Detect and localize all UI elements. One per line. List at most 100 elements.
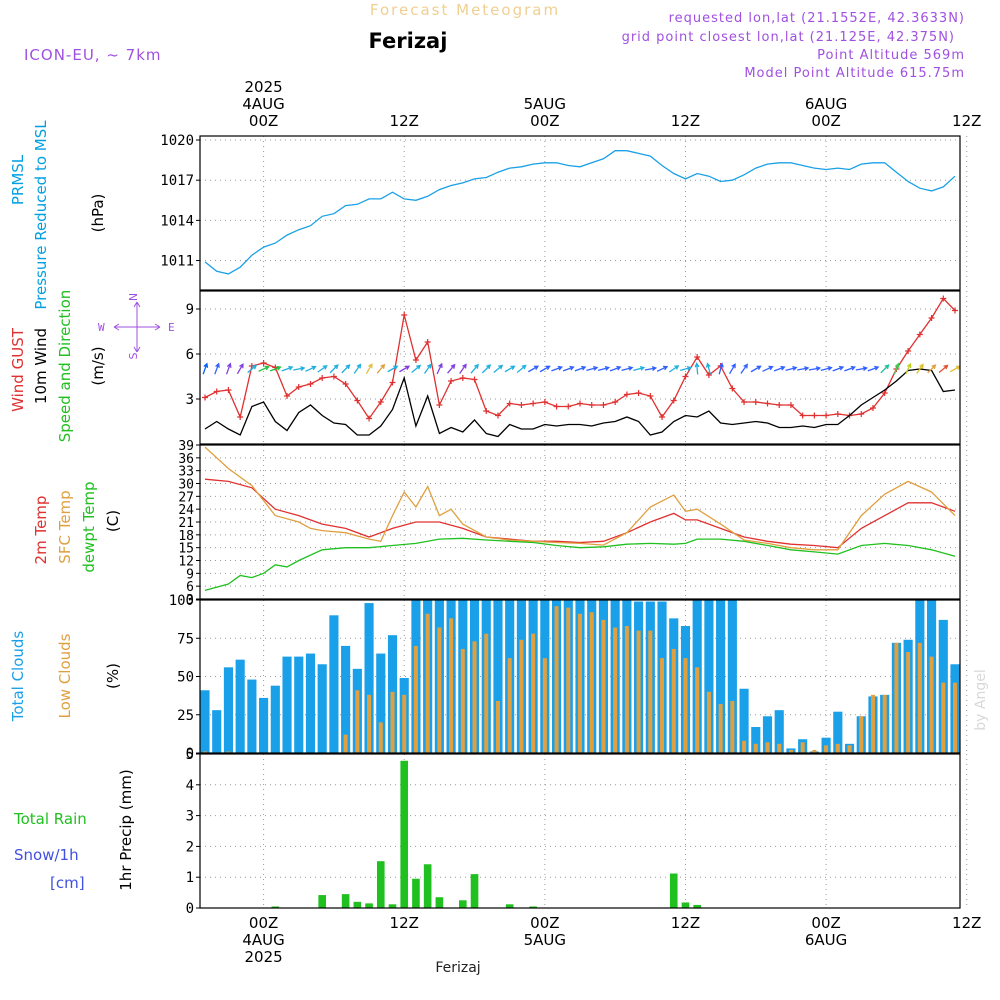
- low-cloud-bar-58: [882, 694, 887, 753]
- top-tick-label-2-1: 00Z: [530, 112, 559, 130]
- low-cloud-bar-45: [730, 700, 735, 753]
- precip-ytick-label-5: 5: [186, 747, 194, 763]
- dewpoint-line: [204, 537, 956, 592]
- low-cloud-bar-22: [460, 648, 465, 753]
- gust-marker-22: [459, 375, 466, 381]
- wind-arrow-37: [633, 366, 646, 372]
- gust-marker-19: [424, 339, 431, 345]
- gust-marker-26: [506, 400, 513, 407]
- wind-line: [204, 368, 956, 438]
- precip-bar-0: [271, 906, 280, 908]
- clouds-border: [199, 599, 961, 754]
- chart-title: Forecast Meteogram: [370, 1, 560, 19]
- precip-bar-6: [388, 904, 397, 908]
- wind-arrow-19: [423, 363, 432, 374]
- wind-arrow-45: [729, 363, 736, 375]
- gust-marker-14: [366, 415, 373, 422]
- precip-bar-15: [669, 873, 678, 908]
- low-cloud-bar-63: [941, 682, 946, 753]
- precip-bar-4: [365, 903, 373, 908]
- gust-marker-36: [623, 391, 630, 398]
- wind-arrow-5: [258, 365, 270, 372]
- wind-arrow-8: [293, 366, 306, 372]
- gust-marker-39: [659, 414, 666, 420]
- low-cloud-bar-31: [566, 607, 571, 753]
- total-cloud-bar-9: [305, 653, 316, 753]
- wind-arrow-49: [773, 365, 786, 372]
- gust-marker-13: [354, 397, 361, 404]
- precip-plot-area: [200, 754, 960, 908]
- precip-bar-3: [353, 901, 362, 908]
- gust-marker-37: [635, 390, 642, 396]
- low-cloud-bar-61: [917, 642, 922, 753]
- total-cloud-bar-47: [751, 726, 761, 753]
- wind-arrow-51: [797, 366, 810, 372]
- gust-marker-17: [401, 312, 408, 318]
- wind-ytick-label-0: 3: [186, 392, 194, 408]
- total-cloud-bar-3: [235, 659, 245, 753]
- bottom-tick-label-2-0: 00Z: [530, 914, 559, 932]
- wind-panel: 3 6 9: [186, 290, 968, 445]
- gust-marker-41: [682, 373, 689, 380]
- wind-arrow-22: [459, 363, 467, 374]
- wind-arrow-7: [281, 365, 294, 372]
- temperature-ytick-label-1: 6: [186, 580, 194, 595]
- precip-bar-2: [341, 894, 350, 908]
- gust-marker-45: [729, 385, 736, 392]
- low-cloud-bar-0: [202, 751, 208, 753]
- gust-marker-18: [412, 357, 419, 363]
- low-cloud-bar-49: [777, 743, 782, 753]
- low-cloud-bar-19: [425, 613, 430, 753]
- total-cloud-bar-10: [317, 664, 327, 753]
- low-cloud-bar-30: [554, 606, 559, 753]
- precip-bar-17: [693, 904, 701, 908]
- wind-label-gust: Wind GUST: [9, 327, 27, 412]
- gust-marker-63: [940, 295, 947, 302]
- total-cloud-bar-2: [223, 667, 234, 753]
- wind-arrow-4: [247, 364, 258, 374]
- gust-marker-61: [916, 331, 923, 338]
- compass-ns-arrow: [133, 301, 141, 353]
- low-cloud-bar-18: [413, 645, 418, 753]
- wind-arrow-35: [609, 365, 622, 372]
- wind-arrow-53: [820, 366, 833, 372]
- temp-label-2m: 2m Temp: [32, 496, 50, 565]
- wind-arrow-50: [785, 366, 798, 372]
- total-cloud-bar-49: [774, 710, 784, 753]
- wind-label-dir: Speed and Direction: [56, 290, 74, 443]
- bottom-tick-label-2-1: 5AUG: [524, 931, 566, 949]
- total-cloud-bar-48: [762, 716, 773, 753]
- low-cloud-bar-39: [660, 658, 665, 753]
- temperature-ytick-label-8: 27: [178, 490, 194, 505]
- precip-label-rain: Total Rain: [13, 810, 87, 828]
- gust-marker-0: [202, 394, 208, 401]
- gust-marker-46: [741, 399, 748, 405]
- top-tick-label-0-0: 2025: [245, 78, 283, 96]
- gust-marker-8: [295, 384, 302, 390]
- wind-arrow-54: [832, 365, 845, 372]
- low-cloud-bar-2: [226, 751, 231, 753]
- total-cloud-bar-6: [270, 685, 280, 753]
- total-cloud-bar-43: [704, 600, 714, 753]
- total-cloud-bar-45: [727, 600, 737, 753]
- precip-bar-9: [423, 864, 432, 908]
- gust-marker-30: [553, 403, 560, 410]
- low-cloud-bar-21: [449, 618, 454, 753]
- precip-label-unit: 1hr Precip (mm): [117, 769, 135, 890]
- temp-label-sfc: SFC Temp: [56, 490, 74, 563]
- gust-marker-49: [776, 402, 783, 408]
- low-cloud-bar-37: [636, 630, 641, 753]
- precip-bar-1: [318, 895, 326, 908]
- grid-coords: grid point closest lon,lat (21.125E, 42.…: [622, 30, 955, 45]
- wind-arrow-15: [376, 363, 386, 374]
- compass-east: E: [168, 321, 175, 334]
- low-cloud-bar-13: [355, 690, 360, 753]
- gust-marker-3: [237, 414, 244, 420]
- gust-marker-42: [694, 354, 701, 360]
- bottom-tick-label-4-1: 6AUG: [805, 931, 847, 949]
- total-cloud-bar-44: [716, 600, 726, 753]
- panel-labels: PRMSL Pressure Reduced to MSL (hPa) Wind GU…: [9, 120, 175, 892]
- low-cloud-bar-57: [870, 694, 875, 753]
